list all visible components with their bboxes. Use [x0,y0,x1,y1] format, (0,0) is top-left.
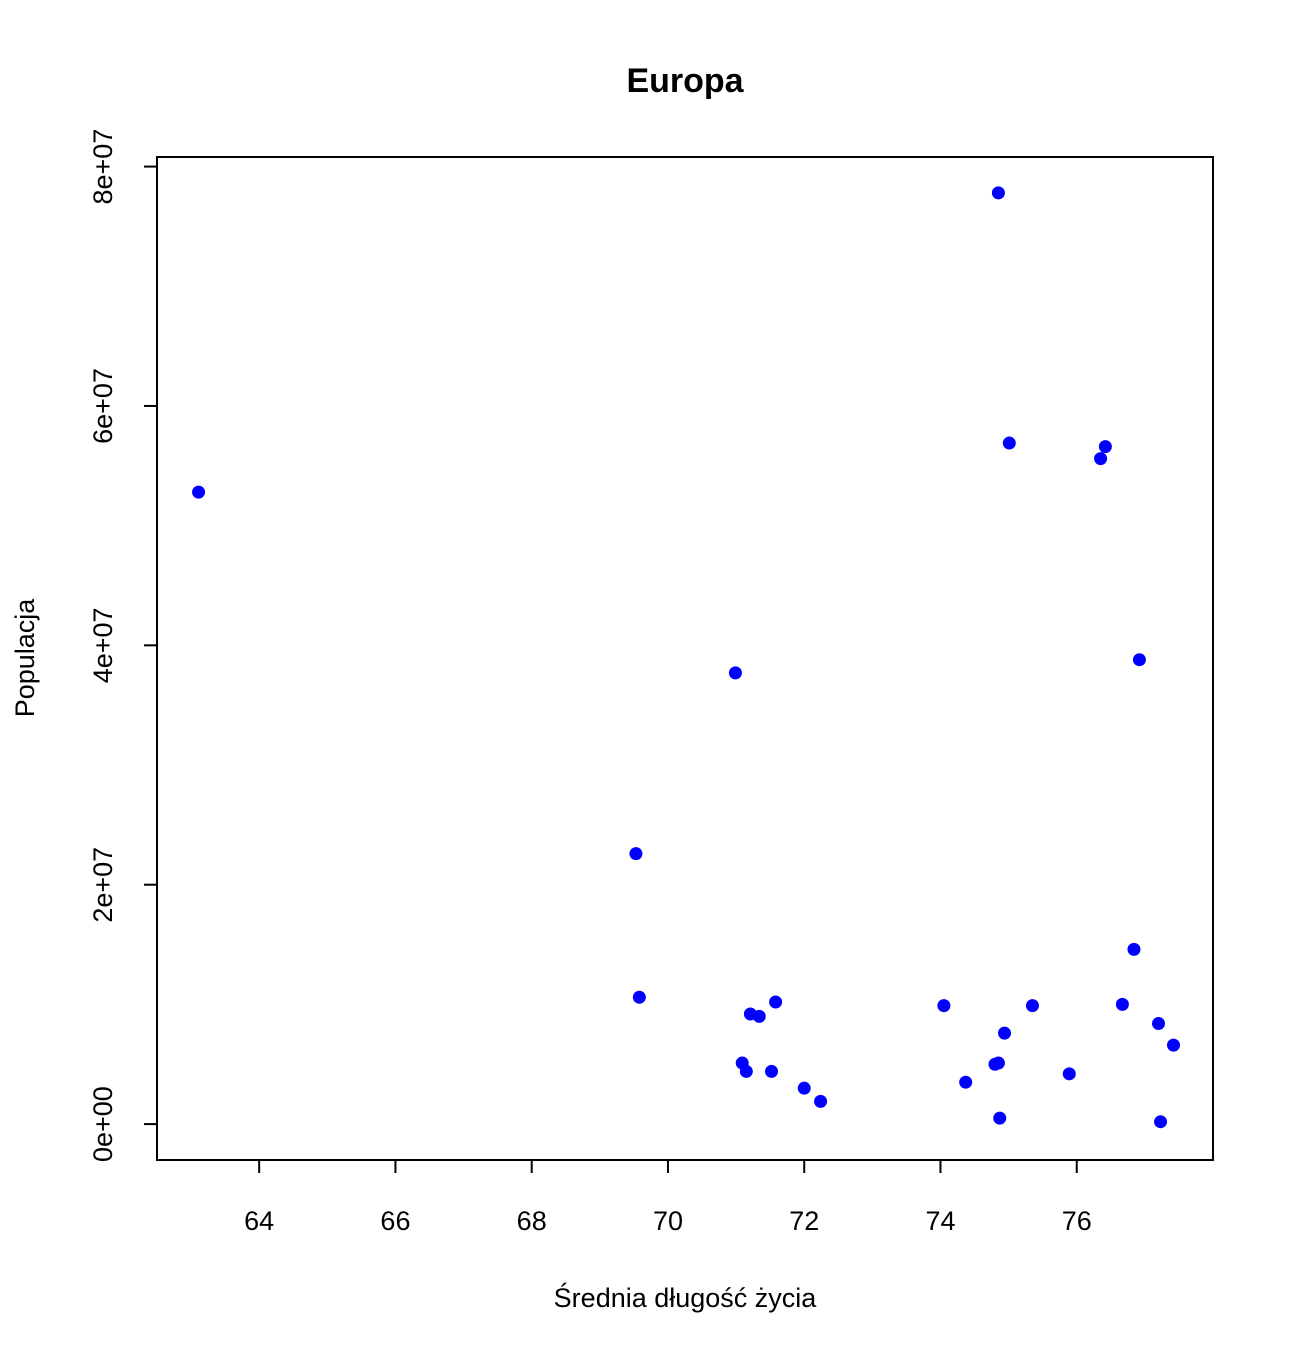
x-tick-label: 76 [1062,1206,1092,1236]
data-point [752,1009,766,1023]
y-axis-label: Populacja [10,598,40,718]
data-point [192,485,206,499]
data-point [1098,440,1112,454]
data-point [1127,942,1141,956]
y-tick-label: 4e+07 [88,607,118,683]
y-tick-label: 6e+07 [88,368,118,444]
plot-frame [156,156,1214,1161]
x-tick-label: 72 [789,1206,819,1236]
x-tick-label: 68 [517,1206,547,1236]
data-point [993,1111,1007,1125]
x-tick-label: 64 [244,1206,274,1236]
data-point [991,1056,1005,1070]
data-point [1094,452,1108,466]
data-point [765,1064,779,1078]
x-tick-label: 66 [380,1206,410,1236]
data-point [814,1094,828,1108]
x-axis-label: Średnia długość życia [554,1281,818,1313]
y-axis: 0e+00 2e+07 4e+07 6e+07 8e+07 [88,129,158,1162]
data-point [769,995,783,1009]
data-point [1166,1038,1180,1052]
data-point [959,1075,973,1089]
y-tick-label: 8e+07 [88,129,118,205]
x-tick-label: 70 [653,1206,683,1236]
x-axis: 64 66 68 70 72 74 76 [244,1159,1092,1236]
data-point [1062,1067,1076,1081]
x-tick-label: 74 [925,1206,955,1236]
data-point [1115,997,1129,1011]
data-point [1025,999,1039,1013]
y-tick-label: 2e+07 [88,847,118,923]
data-point [739,1064,753,1078]
chart-title: Europa [626,62,744,100]
data-point [629,847,643,861]
data-point [1154,1115,1168,1129]
data-points [192,186,1180,1129]
data-point [998,1026,1012,1040]
data-point [991,186,1005,200]
data-point [1002,436,1016,450]
data-point [937,999,951,1013]
y-tick-label: 0e+00 [88,1086,118,1162]
data-point [797,1081,811,1095]
data-point [728,666,742,680]
data-point [1151,1017,1165,1031]
data-point [1132,653,1146,667]
data-point [632,990,646,1004]
